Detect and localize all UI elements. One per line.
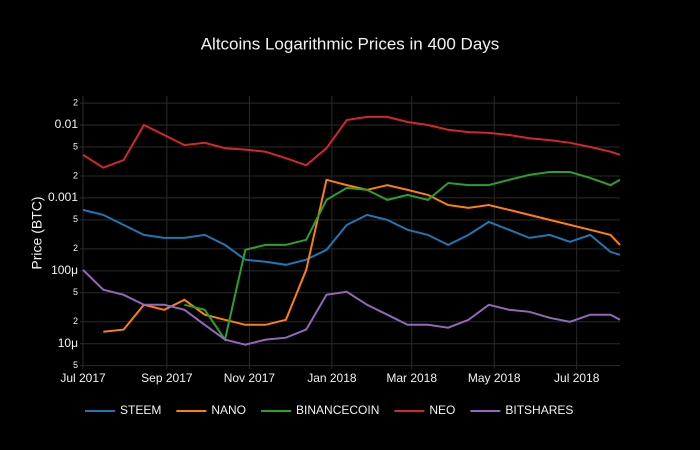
series-line <box>184 171 621 343</box>
y-tick-label: 0.01 <box>55 117 79 131</box>
x-tick-label: Mar 2018 <box>386 371 437 385</box>
y-tick-label: 2 <box>73 170 78 180</box>
legend-label: NANO <box>211 403 246 417</box>
legend-label: NEO <box>429 403 455 417</box>
y-tick-label: 5 <box>73 141 78 151</box>
series-line <box>82 208 621 266</box>
y-tick-label: 10μ <box>58 336 78 350</box>
x-tick-label: Jan 2018 <box>307 371 357 385</box>
legend-label: STEEM <box>120 403 161 417</box>
series-line <box>82 269 621 346</box>
y-tick-label: 5 <box>73 287 78 297</box>
y-tick-label: 2 <box>73 243 78 253</box>
y-tick-label: 2 <box>73 316 78 326</box>
y-tick-label: 100μ <box>51 263 78 277</box>
chart-title: Altcoins Logarithmic Prices in 400 Days <box>201 34 500 53</box>
x-tick-label: Jul 2017 <box>60 371 106 385</box>
legend-label: BINANCECOIN <box>296 403 379 417</box>
x-tick-label: Jul 2018 <box>554 371 600 385</box>
legend-label: BITSHARES <box>505 403 573 417</box>
x-tick-label: Sep 2017 <box>141 371 193 385</box>
y-tick-label: 2 <box>73 97 78 107</box>
y-axis-label: Price (BTC) <box>29 196 45 269</box>
x-tick-label: Nov 2017 <box>224 371 276 385</box>
y-tick-label: 0.001 <box>48 190 78 204</box>
x-tick-label: May 2018 <box>468 371 521 385</box>
series-line <box>82 115 621 169</box>
y-tick-label: 5 <box>73 360 78 370</box>
y-tick-label: 5 <box>73 214 78 224</box>
